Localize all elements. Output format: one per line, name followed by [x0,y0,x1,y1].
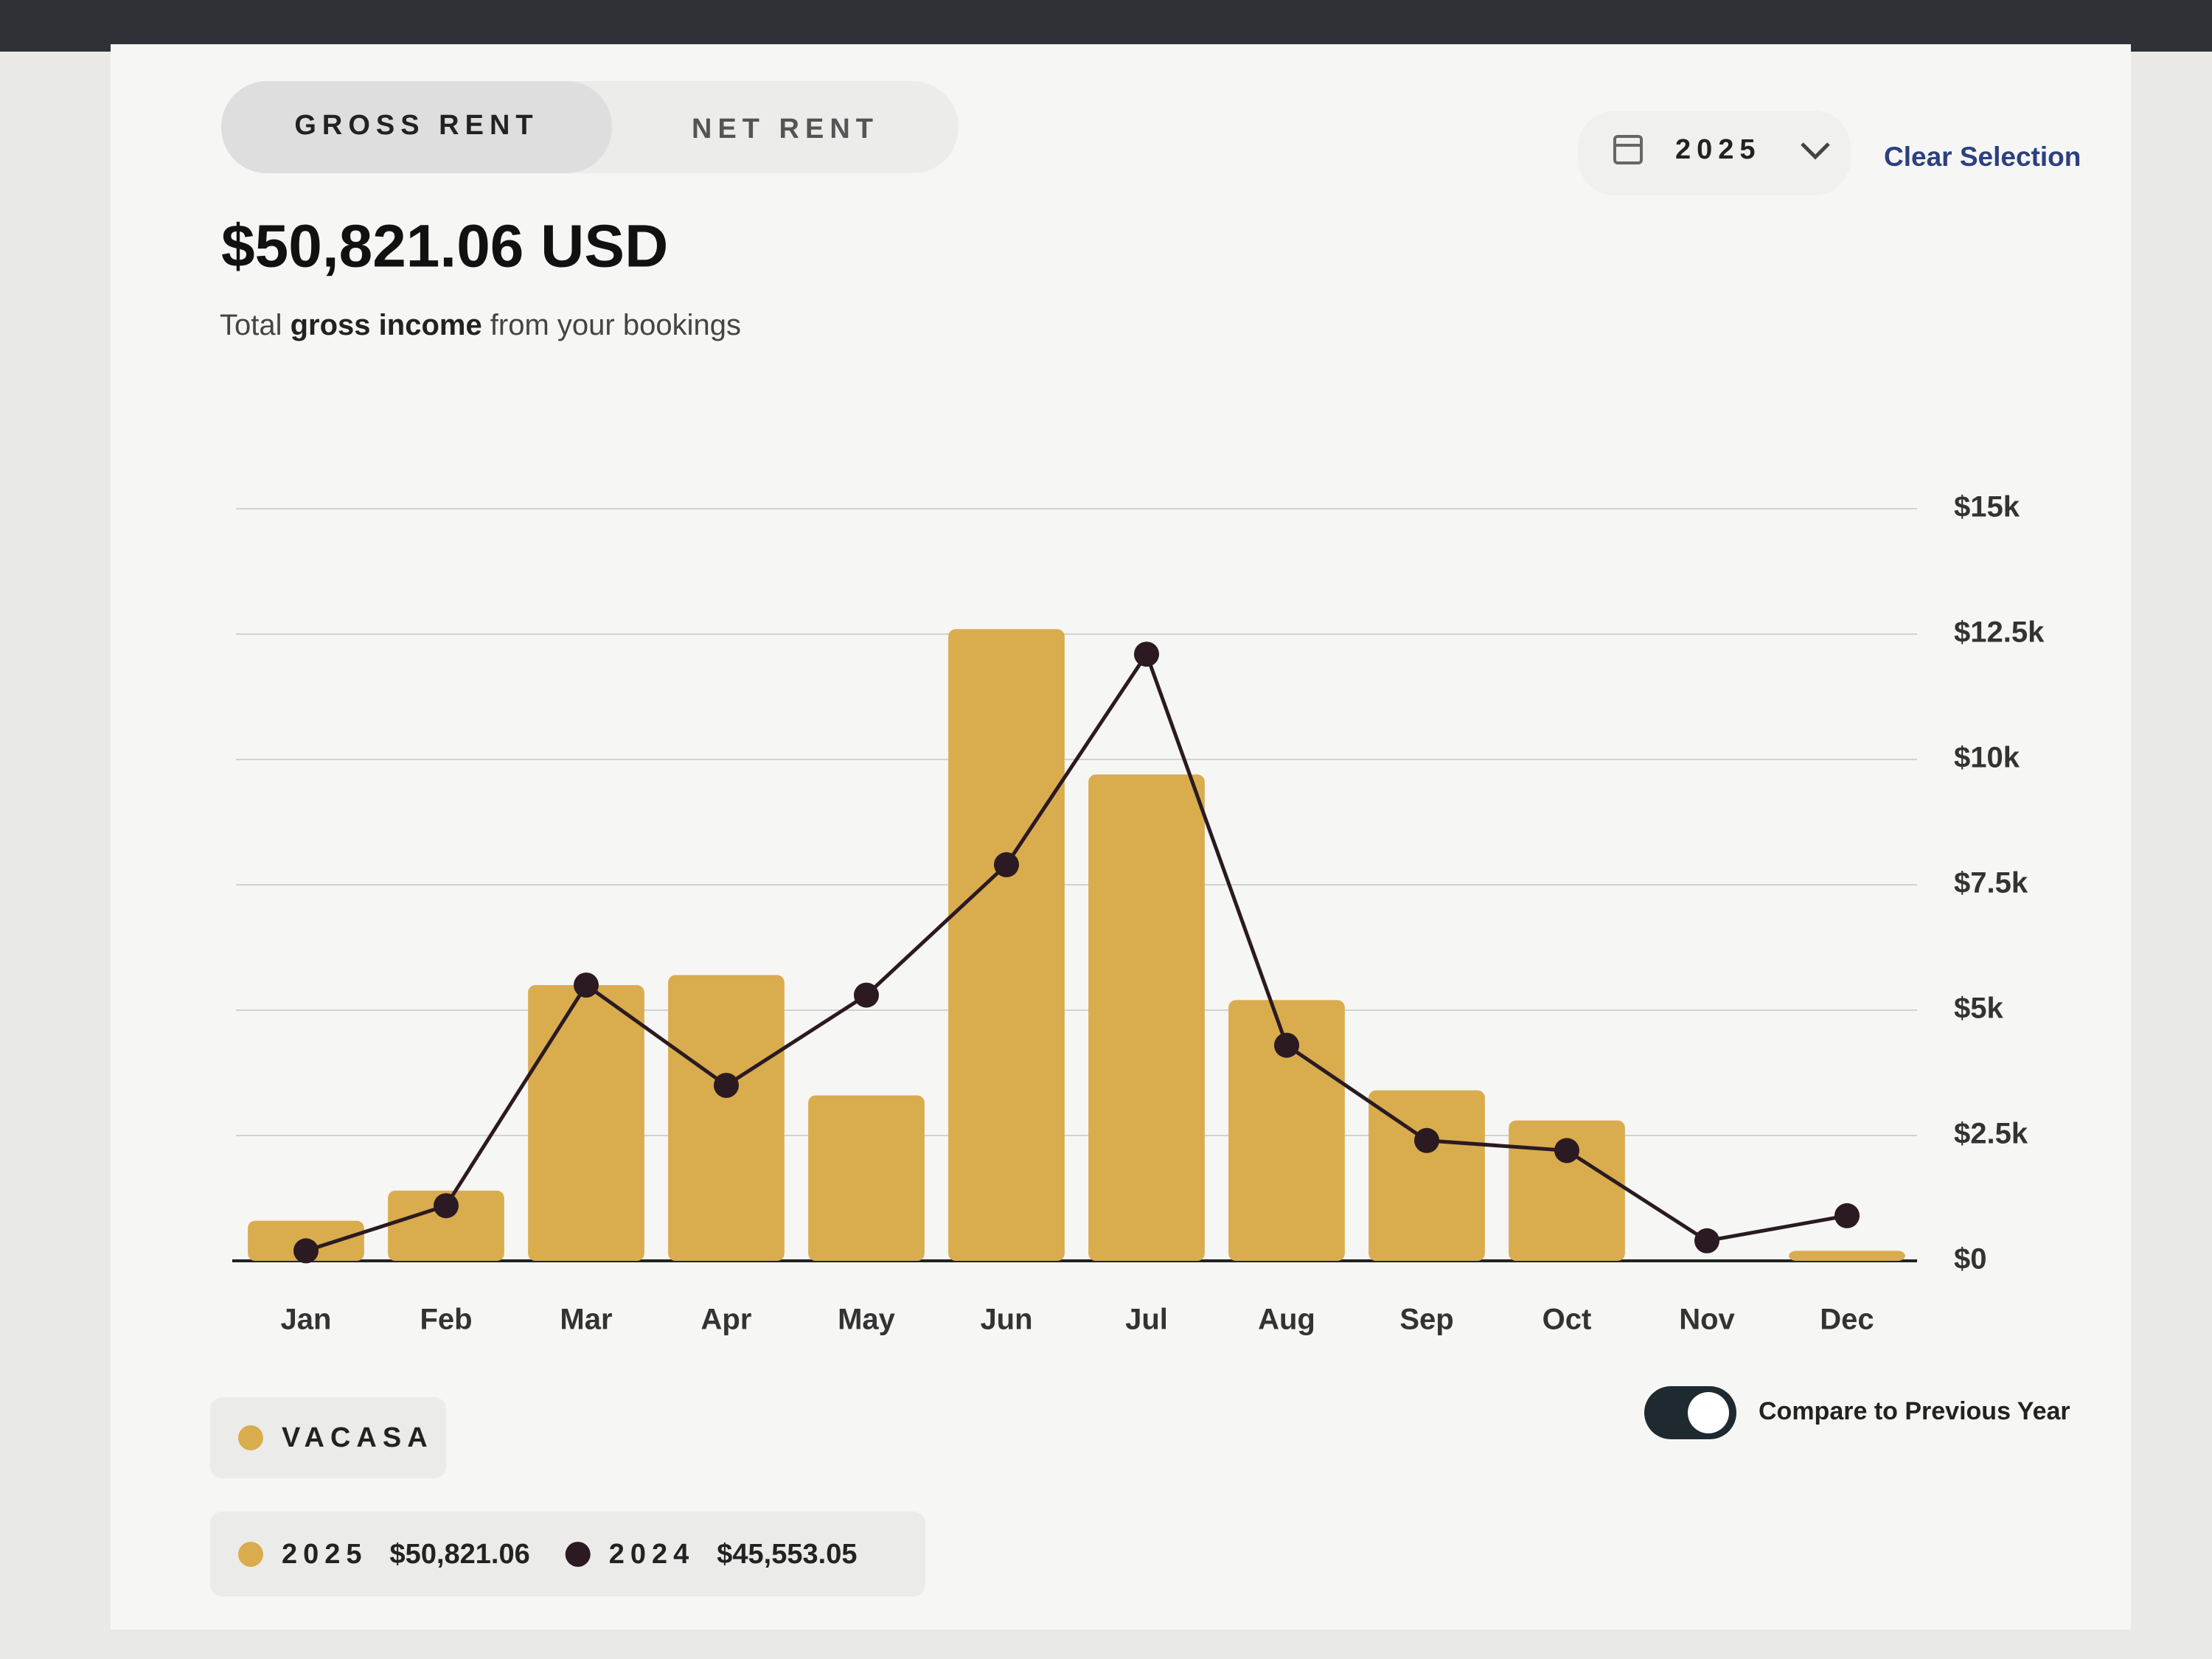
source-name[interactable]: VACASA [282,1422,434,1453]
bar [808,1095,925,1261]
legend-items: 2025 $50,821.06 2024 $45,553.05 [238,1539,857,1570]
total-amount: $50,821.06 USD [221,213,668,280]
legend-name: 2025 [282,1539,368,1570]
toggle-knob [1688,1392,1729,1433]
y-tick-label: $12.5k [1954,616,2045,649]
line-point [293,1238,319,1264]
tab-gross[interactable]: GROSS RENT [294,110,538,141]
y-tick-label: $0 [1954,1243,1987,1276]
subtitle-part: from your bookings [482,309,741,341]
year-value[interactable]: 2025 [1675,134,1761,165]
chart: $0 $2.5k $5k $7.5k $10k $12.5k $15k Jan Feb Mar Ap… [232,491,2045,1336]
line-point [434,1193,459,1219]
legend-dot [238,1542,263,1567]
x-tick-label: Jul [1125,1304,1168,1336]
bar [1509,1120,1625,1261]
line-point [1274,1032,1299,1058]
legend-total: $45,553.05 [717,1539,857,1570]
line-point [1834,1203,1860,1228]
bar [528,985,644,1261]
y-tick-label: $7.5k [1954,867,2028,900]
chevron[interactable] [1801,142,1830,160]
x-tick-label: Sep [1399,1304,1453,1336]
source-dot [238,1425,263,1450]
line-point [1554,1138,1579,1164]
bar [1789,1251,1905,1261]
x-tick-label: Aug [1258,1304,1315,1336]
y-tick-label: $2.5k [1954,1118,2028,1150]
line-point [1414,1127,1439,1153]
year-picker[interactable] [1578,111,1851,195]
x-tick-label: Jun [980,1304,1032,1336]
clear-selection[interactable]: Clear Selection [1884,142,2081,172]
toggle-label[interactable]: Compare to Previous Year [1759,1397,2070,1425]
bar [1088,774,1205,1261]
tab-active-bg[interactable] [221,81,612,173]
line-point [1134,641,1159,667]
tab-net[interactable]: NET RENT [692,114,879,145]
x-tick-label: Feb [420,1304,472,1336]
x-tick-label: Nov [1679,1304,1735,1336]
line [305,650,1848,1253]
source-chip[interactable] [210,1397,446,1478]
x-tick-label: Apr [701,1304,752,1336]
bar [388,1190,504,1261]
line-point [994,852,1019,877]
line-point [714,1073,739,1098]
subtitle: Total gross income from your bookings [220,309,741,341]
top-edge [0,0,2212,52]
legend-total: $50,821.06 [390,1539,530,1570]
bar [948,629,1065,1261]
x-tick-label: May [838,1304,896,1336]
line-point [1694,1228,1719,1253]
y-tick-label: $5k [1954,992,2003,1025]
legend-dot [565,1542,591,1567]
legend-name: 2024 [609,1539,695,1570]
y-tick-label: $10k [1954,742,2020,774]
calendar-icon [1613,135,1643,164]
x-tick-label: Dec [1820,1304,1874,1336]
y-tick-label: $15k [1954,491,2020,524]
x-tick-label: Jan [281,1304,332,1336]
subtitle-emphasis: gross income [291,309,482,341]
x-tick-label: Mar [560,1304,612,1336]
x-tick-label: Oct [1543,1304,1592,1336]
subtitle-part: Total [220,309,291,341]
bar [668,975,785,1261]
line-point [854,982,879,1008]
bar [1368,1090,1485,1261]
line-point [574,973,599,998]
